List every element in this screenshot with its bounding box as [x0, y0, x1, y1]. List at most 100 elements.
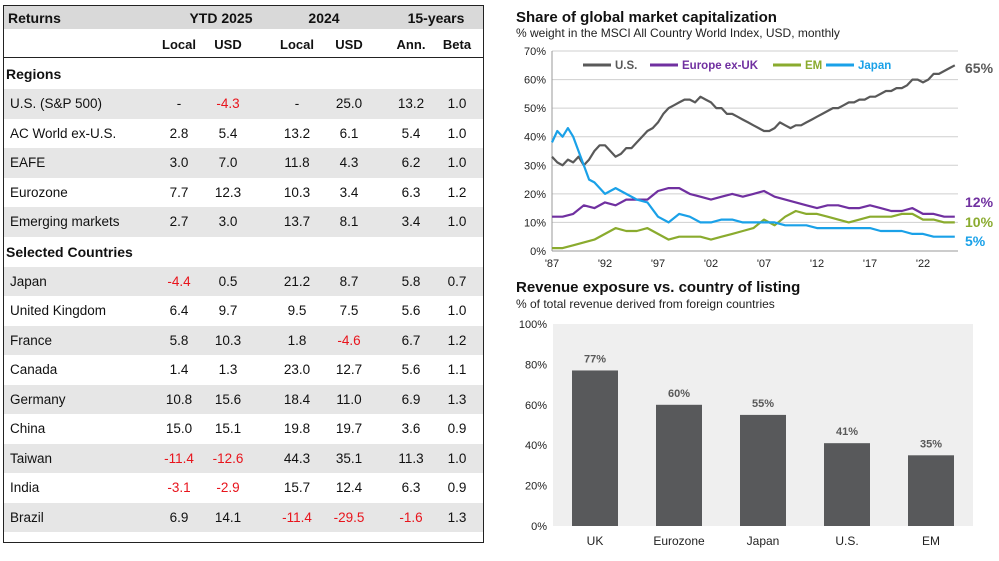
table-cell: -11.4	[164, 450, 194, 466]
table-cell: 0.7	[447, 273, 467, 289]
table-row: Canada 1.4 1.3 23.0 12.7 5.6 1.1	[4, 355, 483, 385]
x-tick-label: '87	[545, 258, 559, 270]
table-cell: 0.5	[218, 273, 238, 289]
table-cell: 1.3	[218, 362, 238, 377]
table-cell: 11.3	[398, 450, 424, 466]
table-cell: 7.0	[218, 155, 238, 170]
bar-uk	[572, 370, 618, 526]
series-line-japan	[551, 127, 955, 238]
table-cell: 0.9	[447, 421, 467, 436]
y-axis-ticks: 0% 10% 20% 30% 40% 50% 60% 70%	[524, 46, 546, 258]
row-label: United Kingdom	[10, 303, 107, 318]
table-cell: 5.4	[401, 125, 421, 141]
table-cell: -4.3	[216, 96, 240, 111]
table-subheader-row: Local USD Local USD Ann. Beta	[4, 29, 483, 58]
table-cell: 7.7	[169, 184, 189, 200]
y-axis-ticks: 0% 20% 40% 60% 80% 100%	[519, 319, 547, 533]
y-tick-label: 20%	[524, 189, 546, 201]
table-cell: 13.2	[283, 125, 311, 141]
table-cell: 8.7	[339, 273, 359, 289]
series-lines	[551, 64, 956, 250]
y-tick-label: 0%	[531, 521, 547, 533]
table-cell: 3.0	[169, 155, 189, 170]
table-row: India -3.1 -2.9 15.7 12.4 6.3 0.9	[4, 473, 483, 503]
series-end-label: 12%	[965, 194, 994, 210]
bar-data-label: 35%	[920, 438, 942, 450]
table-row: U.S. (S&P 500) - -4.3 - 25.0 13.2 1.0	[4, 89, 483, 119]
table-cell: 19.7	[335, 421, 363, 436]
bar-u-s-	[824, 443, 870, 526]
row-label: Emerging markets	[10, 214, 120, 229]
x-axis-labels: UK Eurozone Japan U.S. EM	[587, 534, 940, 548]
table-row: AC World ex-U.S. 2.8 5.4 13.2 6.1 5.4 1.0	[4, 119, 483, 149]
table-cell: 2.8	[169, 125, 189, 141]
series-line-em	[552, 209, 955, 250]
table-cell: 10.3	[283, 184, 311, 200]
table-cell: -11.4	[282, 509, 312, 525]
row-label: France	[10, 332, 53, 348]
x-category-label: Eurozone	[653, 534, 705, 548]
x-tick-label: '12	[810, 258, 824, 270]
y-tick-label: 60%	[525, 400, 547, 412]
table-cell: 1.3	[447, 509, 467, 525]
y-tick-label: 30%	[524, 160, 546, 172]
section-title: Regions	[6, 66, 62, 82]
bar-eurozone	[656, 404, 702, 526]
table-row: United Kingdom 6.4 9.7 9.5 7.5 5.6 1.0	[4, 296, 483, 326]
table-cell: 1.2	[447, 184, 467, 200]
table-cell: 12.3	[214, 184, 242, 200]
chart-title: Share of global market capitalization	[516, 9, 777, 26]
table-cell: 11.0	[336, 391, 362, 407]
row-label: Canada	[10, 362, 58, 377]
bar-data-label: 60%	[668, 388, 690, 400]
table-row: Eurozone 7.7 12.3 10.3 3.4 6.3 1.2	[4, 178, 483, 208]
table-cell: 9.7	[218, 303, 238, 318]
table-cell: 5.8	[401, 273, 421, 289]
y-tick-label: 20%	[525, 481, 547, 493]
series-end-label: 10%	[965, 214, 994, 230]
table-cell: -	[176, 96, 182, 111]
x-tick-label: '97	[651, 258, 665, 270]
table-cell: 1.3	[447, 391, 467, 407]
y-tick-label: 40%	[524, 132, 546, 144]
x-tick-label: '07	[757, 258, 771, 270]
chart-title: Revenue exposure vs. country of listing	[516, 279, 800, 296]
row-label: U.S. (S&P 500)	[10, 96, 103, 111]
table-cell: 10.8	[165, 391, 193, 407]
series-end-label: 5%	[965, 233, 986, 249]
table-cell: 13.7	[283, 214, 311, 229]
table-cell: 23.0	[283, 362, 311, 377]
table-cell: 1.8	[287, 332, 307, 348]
y-tick-label: 40%	[525, 440, 547, 452]
table-cell: 1.0	[447, 125, 467, 141]
x-category-label: EM	[922, 534, 940, 548]
table-cell: 3.0	[218, 214, 238, 229]
table-cell: 7.5	[339, 303, 359, 318]
series-line-europe-ex-uk	[552, 187, 955, 218]
table-cell: 6.3	[401, 184, 421, 200]
subheader-beta: Beta	[442, 37, 472, 52]
table-cell: -29.5	[333, 509, 365, 525]
x-category-label: U.S.	[835, 534, 858, 548]
row-label: India	[10, 480, 40, 495]
table-cell: 12.4	[335, 480, 363, 495]
y-tick-label: 0%	[530, 246, 546, 258]
series-end-label: 65%	[965, 60, 994, 76]
table-cell: 1.0	[447, 450, 467, 466]
table-cell: 5.8	[169, 332, 189, 348]
subheader-annualized: Ann.	[396, 37, 426, 52]
row-label: AC World ex-U.S.	[10, 125, 117, 141]
table-cell: -2.9	[216, 480, 240, 495]
x-tick-label: '22	[916, 258, 930, 270]
table-header-row: Returns YTD 2025 2024 15-years	[4, 6, 483, 29]
table-cell: 2.7	[169, 214, 189, 229]
subheader-local: Local	[280, 37, 314, 52]
table-cell: 8.1	[339, 214, 359, 229]
chart-subtitle: % of total revenue derived from foreign …	[516, 297, 775, 311]
series-line-u-s-	[551, 64, 956, 167]
table-cell: 18.4	[283, 391, 311, 407]
bar-japan	[740, 414, 786, 526]
table-cell: 44.3	[283, 450, 311, 466]
table-title: Returns	[8, 10, 61, 26]
